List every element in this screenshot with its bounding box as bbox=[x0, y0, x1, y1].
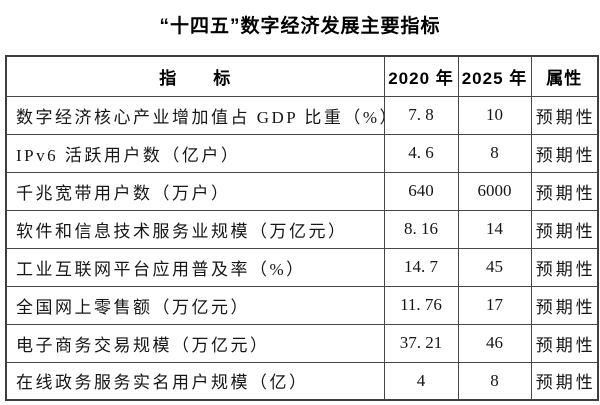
table-row: 千兆宽带用户数（万户） 640 6000 预期性 bbox=[5, 171, 599, 211]
value-2025-cell: 8 bbox=[457, 361, 532, 401]
indicator-cell: 软件和信息技术服务业规模（万亿元） bbox=[5, 209, 385, 249]
value-2025-cell: 17 bbox=[457, 285, 532, 325]
value-2020-cell: 11. 76 bbox=[383, 285, 459, 325]
value-2020-cell: 4 bbox=[383, 361, 459, 401]
table-row: 软件和信息技术服务业规模（万亿元） 8. 16 14 预期性 bbox=[5, 209, 599, 249]
attribute-cell: 预期性 bbox=[530, 361, 599, 401]
header-row: 指 标 2020 年 2025 年 属性 bbox=[5, 55, 599, 97]
value-2020-cell: 7. 8 bbox=[383, 95, 459, 135]
value-2020-cell: 4. 6 bbox=[383, 133, 459, 173]
table-row: 全国网上零售额（万亿元） 11. 76 17 预期性 bbox=[5, 285, 599, 325]
table-row: 数字经济核心产业增加值占 GDP 比重（%） 7. 8 10 预期性 bbox=[5, 95, 599, 135]
value-2025-cell: 14 bbox=[457, 209, 532, 249]
indicator-cell: 电子商务交易规模（万亿元） bbox=[5, 323, 385, 363]
value-2020-cell: 640 bbox=[383, 171, 459, 211]
attribute-cell: 预期性 bbox=[530, 95, 599, 135]
indicator-cell: 全国网上零售额（万亿元） bbox=[5, 285, 385, 325]
indicator-cell: 在线政务服务实名用户规模（亿） bbox=[5, 361, 385, 401]
value-2025-cell: 8 bbox=[457, 133, 532, 173]
column-header-2020: 2020 年 bbox=[383, 55, 459, 97]
indicator-cell: IPv6 活跃用户数（亿户） bbox=[5, 133, 385, 173]
value-2025-cell: 46 bbox=[457, 323, 532, 363]
attribute-cell: 预期性 bbox=[530, 247, 599, 287]
attribute-cell: 预期性 bbox=[530, 323, 599, 363]
attribute-cell: 预期性 bbox=[530, 209, 599, 249]
value-2020-cell: 14. 7 bbox=[383, 247, 459, 287]
column-header-2025: 2025 年 bbox=[457, 55, 532, 97]
value-2025-cell: 10 bbox=[457, 95, 532, 135]
column-header-attribute: 属性 bbox=[530, 55, 599, 97]
value-2020-cell: 37. 21 bbox=[383, 323, 459, 363]
value-2025-cell: 6000 bbox=[457, 171, 532, 211]
column-header-indicator: 指 标 bbox=[5, 55, 385, 97]
table-title: “十四五”数字经济发展主要指标 bbox=[159, 16, 441, 37]
attribute-cell: 预期性 bbox=[530, 171, 599, 211]
value-2020-cell: 8. 16 bbox=[383, 209, 459, 249]
table-row: 电子商务交易规模（万亿元） 37. 21 46 预期性 bbox=[5, 323, 599, 363]
value-2025-cell: 45 bbox=[457, 247, 532, 287]
indicator-cell: 千兆宽带用户数（万户） bbox=[5, 171, 385, 211]
attribute-cell: 预期性 bbox=[530, 133, 599, 173]
attribute-cell: 预期性 bbox=[530, 285, 599, 325]
indicators-table: 指 标 2020 年 2025 年 属性 数字经济核心产业增加值占 GDP 比重… bbox=[5, 55, 599, 401]
indicator-cell: 工业互联网平台应用普及率（%） bbox=[5, 247, 385, 287]
table-row: IPv6 活跃用户数（亿户） 4. 6 8 预期性 bbox=[5, 133, 599, 173]
table-row: 工业互联网平台应用普及率（%） 14. 7 45 预期性 bbox=[5, 247, 599, 287]
table-row: 在线政务服务实名用户规模（亿） 4 8 预期性 bbox=[5, 361, 599, 401]
indicator-cell: 数字经济核心产业增加值占 GDP 比重（%） bbox=[5, 95, 385, 135]
